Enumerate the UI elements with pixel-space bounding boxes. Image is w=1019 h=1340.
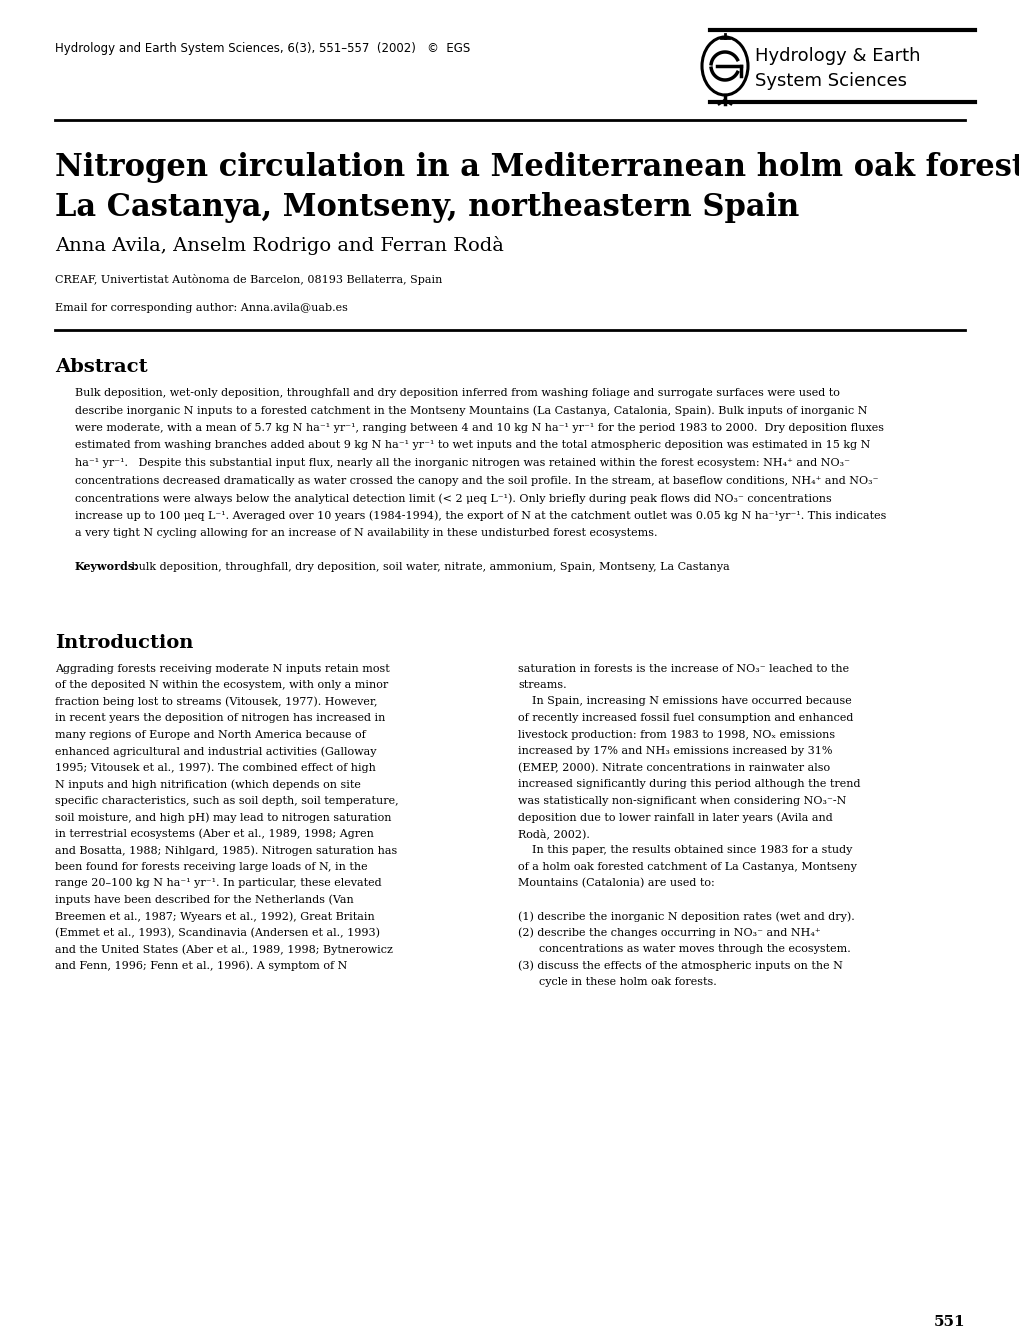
- Text: In Spain, increasing N emissions have occurred because: In Spain, increasing N emissions have oc…: [518, 697, 851, 706]
- Text: System Sciences: System Sciences: [754, 72, 906, 90]
- Text: concentrations as water moves through the ecosystem.: concentrations as water moves through th…: [518, 943, 850, 954]
- Text: livestock production: from 1983 to 1998, NOₓ emissions: livestock production: from 1983 to 1998,…: [518, 729, 835, 740]
- Text: were moderate, with a mean of 5.7 kg N ha⁻¹ yr⁻¹, ranging between 4 and 10 kg N : were moderate, with a mean of 5.7 kg N h…: [75, 423, 883, 433]
- Text: was statistically non-significant when considering NO₃⁻-N: was statistically non-significant when c…: [518, 796, 846, 805]
- Text: Introduction: Introduction: [55, 634, 194, 651]
- Text: in terrestrial ecosystems (Aber et al., 1989, 1998; Agren: in terrestrial ecosystems (Aber et al., …: [55, 828, 374, 839]
- Text: Abstract: Abstract: [55, 358, 148, 377]
- Text: 551: 551: [932, 1315, 964, 1329]
- Text: soil moisture, and high pH) may lead to nitrogen saturation: soil moisture, and high pH) may lead to …: [55, 812, 391, 823]
- Text: Aggrading forests receiving moderate N inputs retain most: Aggrading forests receiving moderate N i…: [55, 663, 389, 674]
- Text: Nitrogen circulation in a Mediterranean holm oak forest,: Nitrogen circulation in a Mediterranean …: [55, 151, 1019, 184]
- Text: cycle in these holm oak forests.: cycle in these holm oak forests.: [518, 977, 716, 988]
- Text: increased significantly during this period although the trend: increased significantly during this peri…: [518, 779, 860, 789]
- Text: in recent years the deposition of nitrogen has increased in: in recent years the deposition of nitrog…: [55, 713, 385, 724]
- Text: Anna Avila, Anselm Rodrigo and Ferran Rodà: Anna Avila, Anselm Rodrigo and Ferran Ro…: [55, 236, 503, 255]
- Text: and the United States (Aber et al., 1989, 1998; Bytnerowicz: and the United States (Aber et al., 1989…: [55, 943, 392, 954]
- Text: Keywords:: Keywords:: [75, 561, 140, 572]
- Text: Breemen et al., 1987; Wyears et al., 1992), Great Britain: Breemen et al., 1987; Wyears et al., 199…: [55, 911, 374, 922]
- Text: N inputs and high nitrification (which depends on site: N inputs and high nitrification (which d…: [55, 779, 361, 789]
- Text: Bulk deposition, wet-only deposition, throughfall and dry deposition inferred fr: Bulk deposition, wet-only deposition, th…: [75, 389, 839, 398]
- Text: of recently increased fossil fuel consumption and enhanced: of recently increased fossil fuel consum…: [518, 713, 853, 724]
- Text: Hydrology and Earth System Sciences, 6(3), 551–557  (2002)   ©  EGS: Hydrology and Earth System Sciences, 6(3…: [55, 42, 470, 55]
- Text: many regions of Europe and North America because of: many regions of Europe and North America…: [55, 729, 366, 740]
- Text: inputs have been described for the Netherlands (Van: inputs have been described for the Nethe…: [55, 895, 354, 904]
- Text: CREAF, Univertistat Autònoma de Barcelon, 08193 Bellaterra, Spain: CREAF, Univertistat Autònoma de Barcelon…: [55, 273, 442, 285]
- Text: describe inorganic N inputs to a forested catchment in the Montseny Mountains (L: describe inorganic N inputs to a foreste…: [75, 406, 866, 415]
- Text: Hydrology & Earth: Hydrology & Earth: [754, 47, 919, 66]
- Text: fraction being lost to streams (Vitousek, 1977). However,: fraction being lost to streams (Vitousek…: [55, 697, 377, 708]
- Text: deposition due to lower rainfall in later years (Avila and: deposition due to lower rainfall in late…: [518, 812, 832, 823]
- Text: of the deposited N within the ecosystem, with only a minor: of the deposited N within the ecosystem,…: [55, 679, 388, 690]
- Text: Rodà, 2002).: Rodà, 2002).: [518, 828, 589, 839]
- Text: (Emmet et al., 1993), Scandinavia (Andersen et al., 1993): (Emmet et al., 1993), Scandinavia (Ander…: [55, 927, 380, 938]
- Text: 1995; Vitousek et al., 1997). The combined effect of high: 1995; Vitousek et al., 1997). The combin…: [55, 762, 376, 773]
- Text: increased by 17% and NH₃ emissions increased by 31%: increased by 17% and NH₃ emissions incre…: [518, 746, 832, 756]
- Text: In this paper, the results obtained since 1983 for a study: In this paper, the results obtained sinc…: [518, 846, 852, 855]
- Text: and Fenn, 1996; Fenn et al., 1996). A symptom of N: and Fenn, 1996; Fenn et al., 1996). A sy…: [55, 961, 347, 972]
- Text: (1) describe the inorganic N deposition rates (wet and dry).: (1) describe the inorganic N deposition …: [518, 911, 854, 922]
- Text: Mountains (Catalonia) are used to:: Mountains (Catalonia) are used to:: [518, 878, 714, 888]
- Text: concentrations were always below the analytical detection limit (< 2 μeq L⁻¹). O: concentrations were always below the ana…: [75, 493, 830, 504]
- Text: ha⁻¹ yr⁻¹.   Despite this substantial input flux, nearly all the inorganic nitro: ha⁻¹ yr⁻¹. Despite this substantial inpu…: [75, 458, 849, 468]
- Text: streams.: streams.: [518, 679, 567, 690]
- Text: (EMEP, 2000). Nitrate concentrations in rainwater also: (EMEP, 2000). Nitrate concentrations in …: [518, 762, 829, 773]
- Text: saturation in forests is the increase of NO₃⁻ leached to the: saturation in forests is the increase of…: [518, 663, 848, 674]
- Text: enhanced agricultural and industrial activities (Galloway: enhanced agricultural and industrial act…: [55, 746, 376, 757]
- Text: of a holm oak forested catchment of La Castanya, Montseny: of a holm oak forested catchment of La C…: [518, 862, 856, 871]
- Text: La Castanya, Montseny, northeastern Spain: La Castanya, Montseny, northeastern Spai…: [55, 192, 799, 222]
- Text: a very tight N cycling allowing for an increase of N availability in these undis: a very tight N cycling allowing for an i…: [75, 528, 657, 537]
- Text: specific characteristics, such as soil depth, soil temperature,: specific characteristics, such as soil d…: [55, 796, 398, 805]
- Text: (3) discuss the effects of the atmospheric inputs on the N: (3) discuss the effects of the atmospher…: [518, 961, 842, 972]
- Text: range 20–100 kg N ha⁻¹ yr⁻¹. In particular, these elevated: range 20–100 kg N ha⁻¹ yr⁻¹. In particul…: [55, 878, 381, 888]
- Text: estimated from washing branches added about 9 kg N ha⁻¹ yr⁻¹ to wet inputs and t: estimated from washing branches added ab…: [75, 441, 869, 450]
- Text: Email for corresponding author: Anna.avila@uab.es: Email for corresponding author: Anna.avi…: [55, 303, 347, 314]
- Text: (2) describe the changes occurring in NO₃⁻ and NH₄⁺: (2) describe the changes occurring in NO…: [518, 927, 820, 938]
- Text: and Bosatta, 1988; Nihlgard, 1985). Nitrogen saturation has: and Bosatta, 1988; Nihlgard, 1985). Nitr…: [55, 846, 396, 855]
- Text: bulk deposition, throughfall, dry deposition, soil water, nitrate, ammonium, Spa: bulk deposition, throughfall, dry deposi…: [127, 561, 729, 571]
- Text: increase up to 100 μeq L⁻¹. Averaged over 10 years (1984-1994), the export of N : increase up to 100 μeq L⁻¹. Averaged ove…: [75, 511, 886, 521]
- Text: been found for forests receiving large loads of N, in the: been found for forests receiving large l…: [55, 862, 367, 871]
- Text: concentrations decreased dramatically as water crossed the canopy and the soil p: concentrations decreased dramatically as…: [75, 476, 877, 485]
